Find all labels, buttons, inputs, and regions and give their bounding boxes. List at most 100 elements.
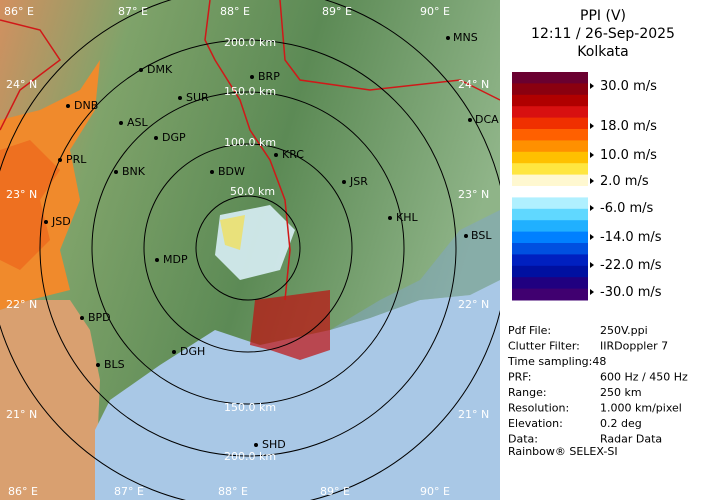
lon-label: 88° E [220,5,250,18]
scale-swatch [512,277,588,290]
info-value: 0.2 deg [600,417,642,430]
ring-label: 50.0 km [230,185,275,198]
city-label: KRC [282,148,304,161]
lon-label: 90° E [420,485,450,498]
scale-swatch [512,186,588,198]
city-label: BSL [471,229,492,242]
info-key: Time sampling:48 [507,355,606,368]
lat-label: 24° N [6,78,37,91]
scale-swatch [512,129,588,141]
lon-label: 89° E [320,485,350,498]
city-dot [468,118,472,122]
lon-label: 87° E [118,5,148,18]
scale-swatch [512,117,588,130]
scale-label: -30.0 m/s [600,285,662,300]
info-value: 600 Hz / 450 Hz [600,371,688,384]
scale-label: 18.0 m/s [600,119,657,134]
scale-swatch [512,243,588,255]
city-label: BPD [88,311,111,324]
city-dot [388,216,392,220]
ring-label: 200.0 km [224,36,276,49]
info-value: Radar Data [600,433,662,446]
scale-swatch [512,106,588,119]
lat-label: 23° N [6,188,37,201]
city-dot [250,75,254,79]
scale-tick [590,289,594,295]
footer: Rainbow® SELEX-SI [508,445,618,458]
ring-label: 100.0 km [224,136,276,149]
lon-label: 87° E [114,485,144,498]
city-dot [114,170,118,174]
city-label: DMK [147,63,173,76]
info-key: Elevation: [508,417,563,430]
scale-tick [590,83,594,89]
city-dot [464,234,468,238]
product-title: PPI (V) [580,8,626,24]
scale-label: -22.0 m/s [600,258,662,273]
lon-label: 89° E [322,5,352,18]
scale-swatch [512,174,588,187]
city-label: BDW [218,165,245,178]
city-label: DNB [74,99,98,112]
city-dot [210,170,214,174]
info-key: Data: [508,433,538,446]
scale-label: -14.0 m/s [600,230,662,245]
scale-label: 10.0 m/s [600,148,657,163]
scale-label: 2.0 m/s [600,174,649,189]
city-label: JSD [51,215,71,228]
info-key: Resolution: [508,402,569,415]
scale-tick [590,178,594,184]
city-label: BNK [122,165,146,178]
city-dot [342,180,346,184]
city-label: DGH [180,345,205,358]
lon-label: 90° E [420,5,450,18]
info-value: 250 km [600,386,642,399]
city-dot [58,158,62,162]
scale-swatch [512,94,588,107]
scale-label: -6.0 m/s [600,201,654,216]
city-dot [44,220,48,224]
scale-swatch [512,72,588,84]
info-key: Pdf File: [508,324,551,337]
city-dot [254,443,258,447]
city-label: BRP [258,70,280,83]
city-label: SHD [262,438,286,451]
city-label: DCA [475,113,499,126]
timestamp: 12:11 / 26-Sep-2025 [531,26,675,42]
scale-swatch [512,140,588,153]
scale-swatch [512,151,588,164]
info-value: 250V.ppi [600,324,648,337]
lon-label: 86° E [8,485,38,498]
city-label: BLS [104,358,125,371]
city-dot [155,258,159,262]
city-dot [119,121,123,125]
city-dot [178,96,182,100]
city-dot [96,363,100,367]
scale-swatch [512,197,588,210]
city-label: DGP [162,131,186,144]
info-key: Range: [508,386,547,399]
info-key: Clutter Filter: [508,340,580,353]
lat-label: 21° N [458,408,489,421]
city-dot [172,350,176,354]
info-key: PRF: [508,371,531,384]
scale-swatch [512,83,588,96]
scale-swatch [512,220,588,233]
lat-label: 24° N [458,78,489,91]
city-label: PRL [66,153,87,166]
city-label: ASL [127,116,149,129]
info-value: IIRDoppler 7 [600,340,668,353]
map: 50.0 km 100.0 km 150.0 km 200.0 km 150.0… [0,0,509,504]
lon-label: 88° E [218,485,248,498]
ring-label: 150.0 km [224,401,276,414]
city-dot [274,153,278,157]
lat-label: 23° N [458,188,489,201]
city-dot [139,68,143,72]
scale-swatch [512,288,588,301]
scale-tick [590,152,594,158]
scale-swatch [512,254,588,267]
scale-tick [590,123,594,129]
lat-label: 22° N [6,298,37,311]
